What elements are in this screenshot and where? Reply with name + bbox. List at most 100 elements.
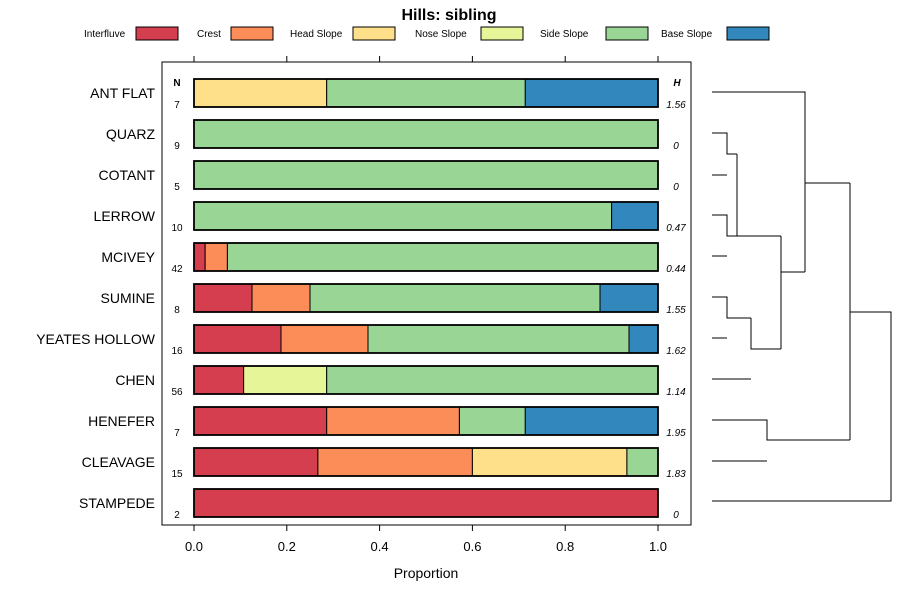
bar-cleavage-head-slope: [471, 447, 628, 477]
dendrogram-branch-6: [780, 236, 805, 273]
dendrogram-branch-7: [712, 296, 751, 319]
category-label-lerrow: LERROW: [94, 208, 156, 224]
h-value-yeates-hollow: 1.62: [666, 346, 686, 357]
x-axis: 0.0 0.2 0.4 0.6 0.8 1.0: [185, 56, 667, 554]
category-labels: ANT FLAT QUARZ COTANT LERROW MCIVEY SUMINE YEA…: [36, 85, 156, 511]
n-value-yeates-hollow: 16: [171, 346, 183, 357]
legend-label-crest: Crest: [197, 29, 221, 40]
bar-sumine-side-slope: [309, 283, 601, 313]
dendrogram-branch-0: [712, 91, 850, 184]
x-tick-label-3: 0.6: [463, 539, 481, 554]
n-value-stampede: 2: [174, 510, 180, 521]
bar-henefer-base-slope: [524, 406, 659, 436]
bar-outline-sumine: [193, 283, 659, 313]
bar-outline-cotant: [193, 160, 659, 190]
legend-label-interfluve: Interfluve: [84, 29, 126, 40]
bar-henefer-interfluve: [193, 406, 328, 436]
dendrogram-branch-3: [736, 154, 781, 237]
category-label-yeates-hollow: YEATES HOLLOW: [36, 331, 156, 347]
category-label-sumine: SUMINE: [101, 290, 155, 306]
bar-cleavage-crest: [317, 447, 473, 477]
n-value-quarz: 9: [174, 141, 180, 152]
dendrogram-branch-14: [712, 419, 850, 441]
legend-swatch-nose-slope: [480, 26, 524, 41]
bar-lerrow-base-slope: [611, 201, 659, 231]
h-value-quarz: 0: [673, 141, 679, 152]
category-label-cotant: COTANT: [98, 167, 155, 183]
n-value-mcivey: 42: [171, 264, 183, 275]
h-column-header: H: [673, 78, 681, 89]
h-value-mcivey: 0.44: [666, 264, 686, 275]
n-value-cleavage: 15: [171, 469, 183, 480]
bar-chen-interfluve: [193, 365, 245, 395]
dendrogram-branch-1: [712, 132, 737, 155]
category-label-quarz: QUARZ: [106, 126, 155, 142]
bar-yeates-hollow-interfluve: [193, 324, 282, 354]
h-value-sumine: 1.55: [666, 305, 686, 316]
bar-cleavage-interfluve: [193, 447, 319, 477]
bar-outline-mcivey: [193, 242, 659, 272]
category-label-mcivey: MCIVEY: [101, 249, 155, 265]
x-tick-label-0: 0.0: [185, 539, 203, 554]
category-label-cleavage: CLEAVAGE: [82, 454, 155, 470]
legend-swatch-side-slope: [605, 26, 649, 41]
legend: Interfluve Crest Head Slope Nose Slope Side …: [84, 26, 770, 41]
bar-chen-side-slope: [326, 365, 659, 395]
bar-mcivey-crest: [204, 242, 228, 272]
bar-ant-flat-head-slope: [193, 78, 328, 108]
bar-stampede-interfluve: [193, 488, 659, 518]
n-value-sumine: 8: [174, 305, 180, 316]
bar-yeates-hollow-base-slope: [628, 324, 659, 354]
bar-chen-nose-slope: [243, 365, 328, 395]
bar-sumine-base-slope: [599, 283, 659, 313]
category-label-henefer: HENEFER: [88, 413, 155, 429]
bar-outline-lerrow: [193, 201, 659, 231]
legend-swatch-interfluve: [135, 26, 179, 41]
h-value-stampede: 0: [673, 510, 679, 521]
bar-ant-flat-side-slope: [326, 78, 526, 108]
bar-outline-stampede: [193, 488, 659, 518]
bar-mcivey-side-slope: [226, 242, 659, 272]
h-value-lerrow: 0.47: [666, 223, 686, 234]
n-column-header: N: [173, 78, 180, 89]
h-value-ant-flat: 1.56: [666, 100, 686, 111]
legend-swatch-base-slope: [726, 26, 770, 41]
legend-label-base-slope: Base Slope: [661, 29, 713, 40]
bar-outline-ant-flat: [193, 78, 659, 108]
n-value-lerrow: 10: [171, 223, 183, 234]
legend-swatch-crest: [230, 26, 274, 41]
dendrogram-branch-4: [712, 214, 737, 237]
chart-title: Hills: sibling: [401, 7, 496, 24]
category-label-stampede: STAMPEDE: [79, 495, 155, 511]
bar-outline-henefer: [193, 406, 659, 436]
bar-sumine-crest: [251, 283, 311, 313]
category-label-ant-flat: ANT FLAT: [90, 85, 155, 101]
bars-group: [193, 78, 659, 518]
x-axis-label: Proportion: [394, 565, 459, 581]
h-value-cotant: 0: [673, 182, 679, 193]
bar-sumine-interfluve: [193, 283, 253, 313]
bar-outline-quarz: [193, 119, 659, 149]
bar-yeates-hollow-side-slope: [367, 324, 630, 354]
bar-outline-chen: [193, 365, 659, 395]
plot-frame: [161, 61, 692, 526]
bar-cotant-side-slope: [193, 160, 659, 190]
n-value-cotant: 5: [174, 182, 180, 193]
bar-ant-flat-base-slope: [524, 78, 659, 108]
dendrogram-branch-16: [712, 311, 892, 502]
legend-label-side-slope: Side Slope: [540, 29, 589, 40]
legend-label-head-slope: Head Slope: [290, 29, 343, 40]
h-value-henefer: 1.95: [666, 428, 686, 439]
x-tick-label-2: 0.4: [371, 539, 389, 554]
bar-cleavage-side-slope: [626, 447, 659, 477]
x-tick-label-4: 0.8: [556, 539, 574, 554]
dendrogram-branch-9: [750, 318, 781, 350]
n-value-chen: 56: [171, 387, 183, 398]
bar-henefer-crest: [326, 406, 460, 436]
x-tick-label-5: 1.0: [649, 539, 667, 554]
x-tick-label-1: 0.2: [278, 539, 296, 554]
category-label-chen: CHEN: [115, 372, 155, 388]
legend-swatch-head-slope: [352, 26, 396, 41]
h-value-cleavage: 1.83: [666, 469, 686, 480]
